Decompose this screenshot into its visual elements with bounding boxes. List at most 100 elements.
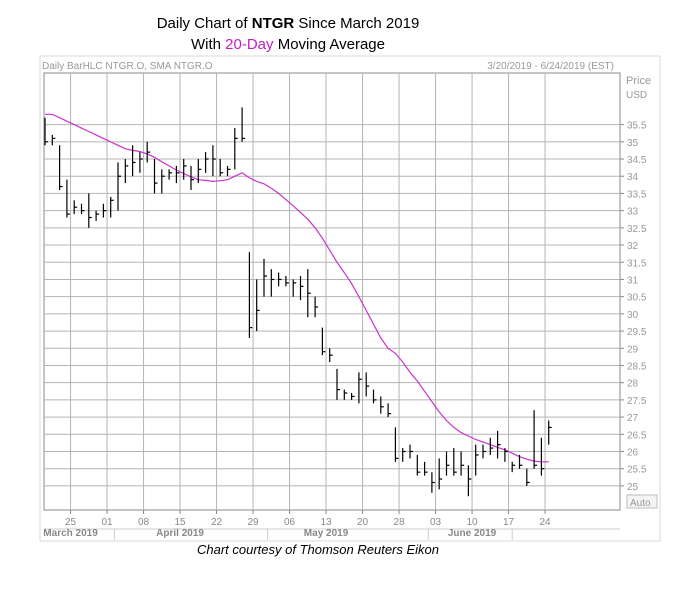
chart-credit: Chart courtesy of Thomson Reuters Eikon bbox=[196, 542, 440, 557]
y-tick-label: 26.5 bbox=[627, 430, 647, 441]
y-tick-label: 34.5 bbox=[627, 155, 647, 166]
price-bar bbox=[95, 210, 100, 221]
sma-20-line bbox=[45, 113, 549, 463]
chart-title-line1: Daily Chart of NTGR Since March 2019 bbox=[156, 15, 420, 32]
y-tick-label: 25.5 bbox=[627, 465, 647, 476]
y-tick-label: 30 bbox=[627, 310, 639, 321]
y-tick-label: 35.5 bbox=[627, 121, 647, 132]
price-bar bbox=[153, 159, 158, 194]
y-tick-label: 27.5 bbox=[627, 396, 647, 407]
price-bar bbox=[88, 193, 92, 228]
price-bar bbox=[190, 165, 194, 190]
price-bar bbox=[175, 165, 180, 184]
chart-title-line2: With 20-Day Moving Average bbox=[191, 36, 385, 53]
y-tick-label: 33.5 bbox=[627, 189, 647, 200]
x-tick-label: 29 bbox=[247, 517, 259, 528]
price-bar bbox=[416, 454, 421, 476]
currency-label: USD bbox=[626, 90, 647, 101]
price-bar bbox=[278, 272, 282, 287]
price-bar bbox=[256, 279, 260, 332]
x-tick-label: 24 bbox=[539, 517, 551, 528]
price-bar bbox=[526, 468, 530, 486]
price-bar bbox=[212, 145, 216, 177]
y-tick-label: 27 bbox=[627, 413, 639, 424]
price-bar bbox=[161, 169, 165, 194]
price-bar bbox=[314, 296, 319, 318]
month-label: March 2019 bbox=[43, 528, 98, 539]
price-bar bbox=[241, 107, 246, 142]
y-tick-label: 35 bbox=[627, 138, 639, 149]
x-tick-label: 13 bbox=[320, 517, 332, 528]
chart-date-range: 3/20/2019 - 6/24/2019 (EST) bbox=[487, 61, 614, 72]
price-bar bbox=[533, 410, 538, 469]
price-bar bbox=[263, 258, 267, 297]
chart-header-left: Daily BarHLC NTGR.O, SMA NTGR.O bbox=[42, 61, 213, 72]
price-bar bbox=[44, 117, 48, 146]
price-bar bbox=[139, 152, 143, 173]
price-bar bbox=[168, 169, 173, 180]
month-label: May 2019 bbox=[304, 528, 349, 539]
price-bar bbox=[183, 159, 187, 180]
price-bar bbox=[124, 159, 129, 184]
price-bar bbox=[351, 393, 355, 400]
price-bar bbox=[467, 465, 472, 497]
price-bar bbox=[292, 279, 297, 297]
x-tick-label: 03 bbox=[430, 517, 442, 528]
price-bar bbox=[540, 437, 545, 476]
month-label: June 2019 bbox=[448, 528, 497, 539]
price-bar bbox=[117, 162, 121, 211]
price-bar bbox=[73, 200, 78, 215]
x-tick-label: 28 bbox=[393, 517, 405, 528]
price-bar bbox=[424, 461, 428, 476]
price-bar bbox=[431, 472, 435, 493]
price-bar bbox=[489, 437, 494, 455]
price-bar bbox=[321, 327, 326, 356]
y-tick-label: 33 bbox=[627, 207, 639, 218]
x-tick-label: 10 bbox=[466, 517, 478, 528]
price-bar bbox=[205, 152, 209, 173]
price-bar bbox=[248, 251, 253, 338]
x-tick-label: 17 bbox=[503, 517, 515, 528]
price-bar bbox=[66, 179, 70, 218]
auto-scale-button[interactable] bbox=[626, 494, 658, 509]
y-tick-label: 31.5 bbox=[627, 258, 647, 269]
y-tick-label: 29.5 bbox=[627, 327, 647, 338]
price-bar bbox=[380, 396, 384, 414]
price-bar bbox=[511, 461, 516, 473]
y-tick-label: 32.5 bbox=[627, 224, 647, 235]
auto-scale-label: Auto bbox=[630, 498, 651, 509]
price-bar bbox=[497, 430, 501, 459]
y-tick-label: 30.5 bbox=[627, 293, 647, 304]
price-bar bbox=[387, 403, 392, 418]
y-tick-label: 29 bbox=[627, 344, 639, 355]
price-bar bbox=[358, 372, 362, 404]
price-bar bbox=[445, 451, 450, 476]
price-bar bbox=[336, 368, 340, 400]
price-bar bbox=[402, 448, 406, 462]
price-bar bbox=[58, 145, 63, 190]
price-bar bbox=[299, 276, 304, 301]
price-bar bbox=[102, 203, 107, 218]
price-bar bbox=[270, 269, 275, 297]
price-bar bbox=[226, 165, 231, 177]
price-bar bbox=[343, 389, 348, 400]
y-tick-label: 25 bbox=[627, 482, 639, 493]
y-tick-label: 28.5 bbox=[627, 361, 647, 372]
price-bar bbox=[110, 196, 114, 218]
y-tick-label: 32 bbox=[627, 241, 639, 252]
price-bar bbox=[453, 448, 457, 476]
month-label: April 2019 bbox=[156, 528, 204, 539]
price-bar bbox=[51, 134, 56, 146]
price-bar bbox=[460, 451, 465, 476]
x-tick-label: 01 bbox=[101, 517, 113, 528]
x-tick-label: 15 bbox=[174, 517, 186, 528]
y-tick-label: 26 bbox=[627, 448, 639, 459]
price-bar bbox=[518, 454, 523, 469]
y-tick-label: 31 bbox=[627, 275, 639, 286]
price-bar bbox=[504, 448, 508, 462]
x-tick-label: 08 bbox=[138, 517, 150, 528]
y-tick-label: 34 bbox=[627, 172, 639, 183]
sma-period-highlight: 20-Day bbox=[225, 36, 274, 53]
price-bar bbox=[365, 372, 370, 397]
